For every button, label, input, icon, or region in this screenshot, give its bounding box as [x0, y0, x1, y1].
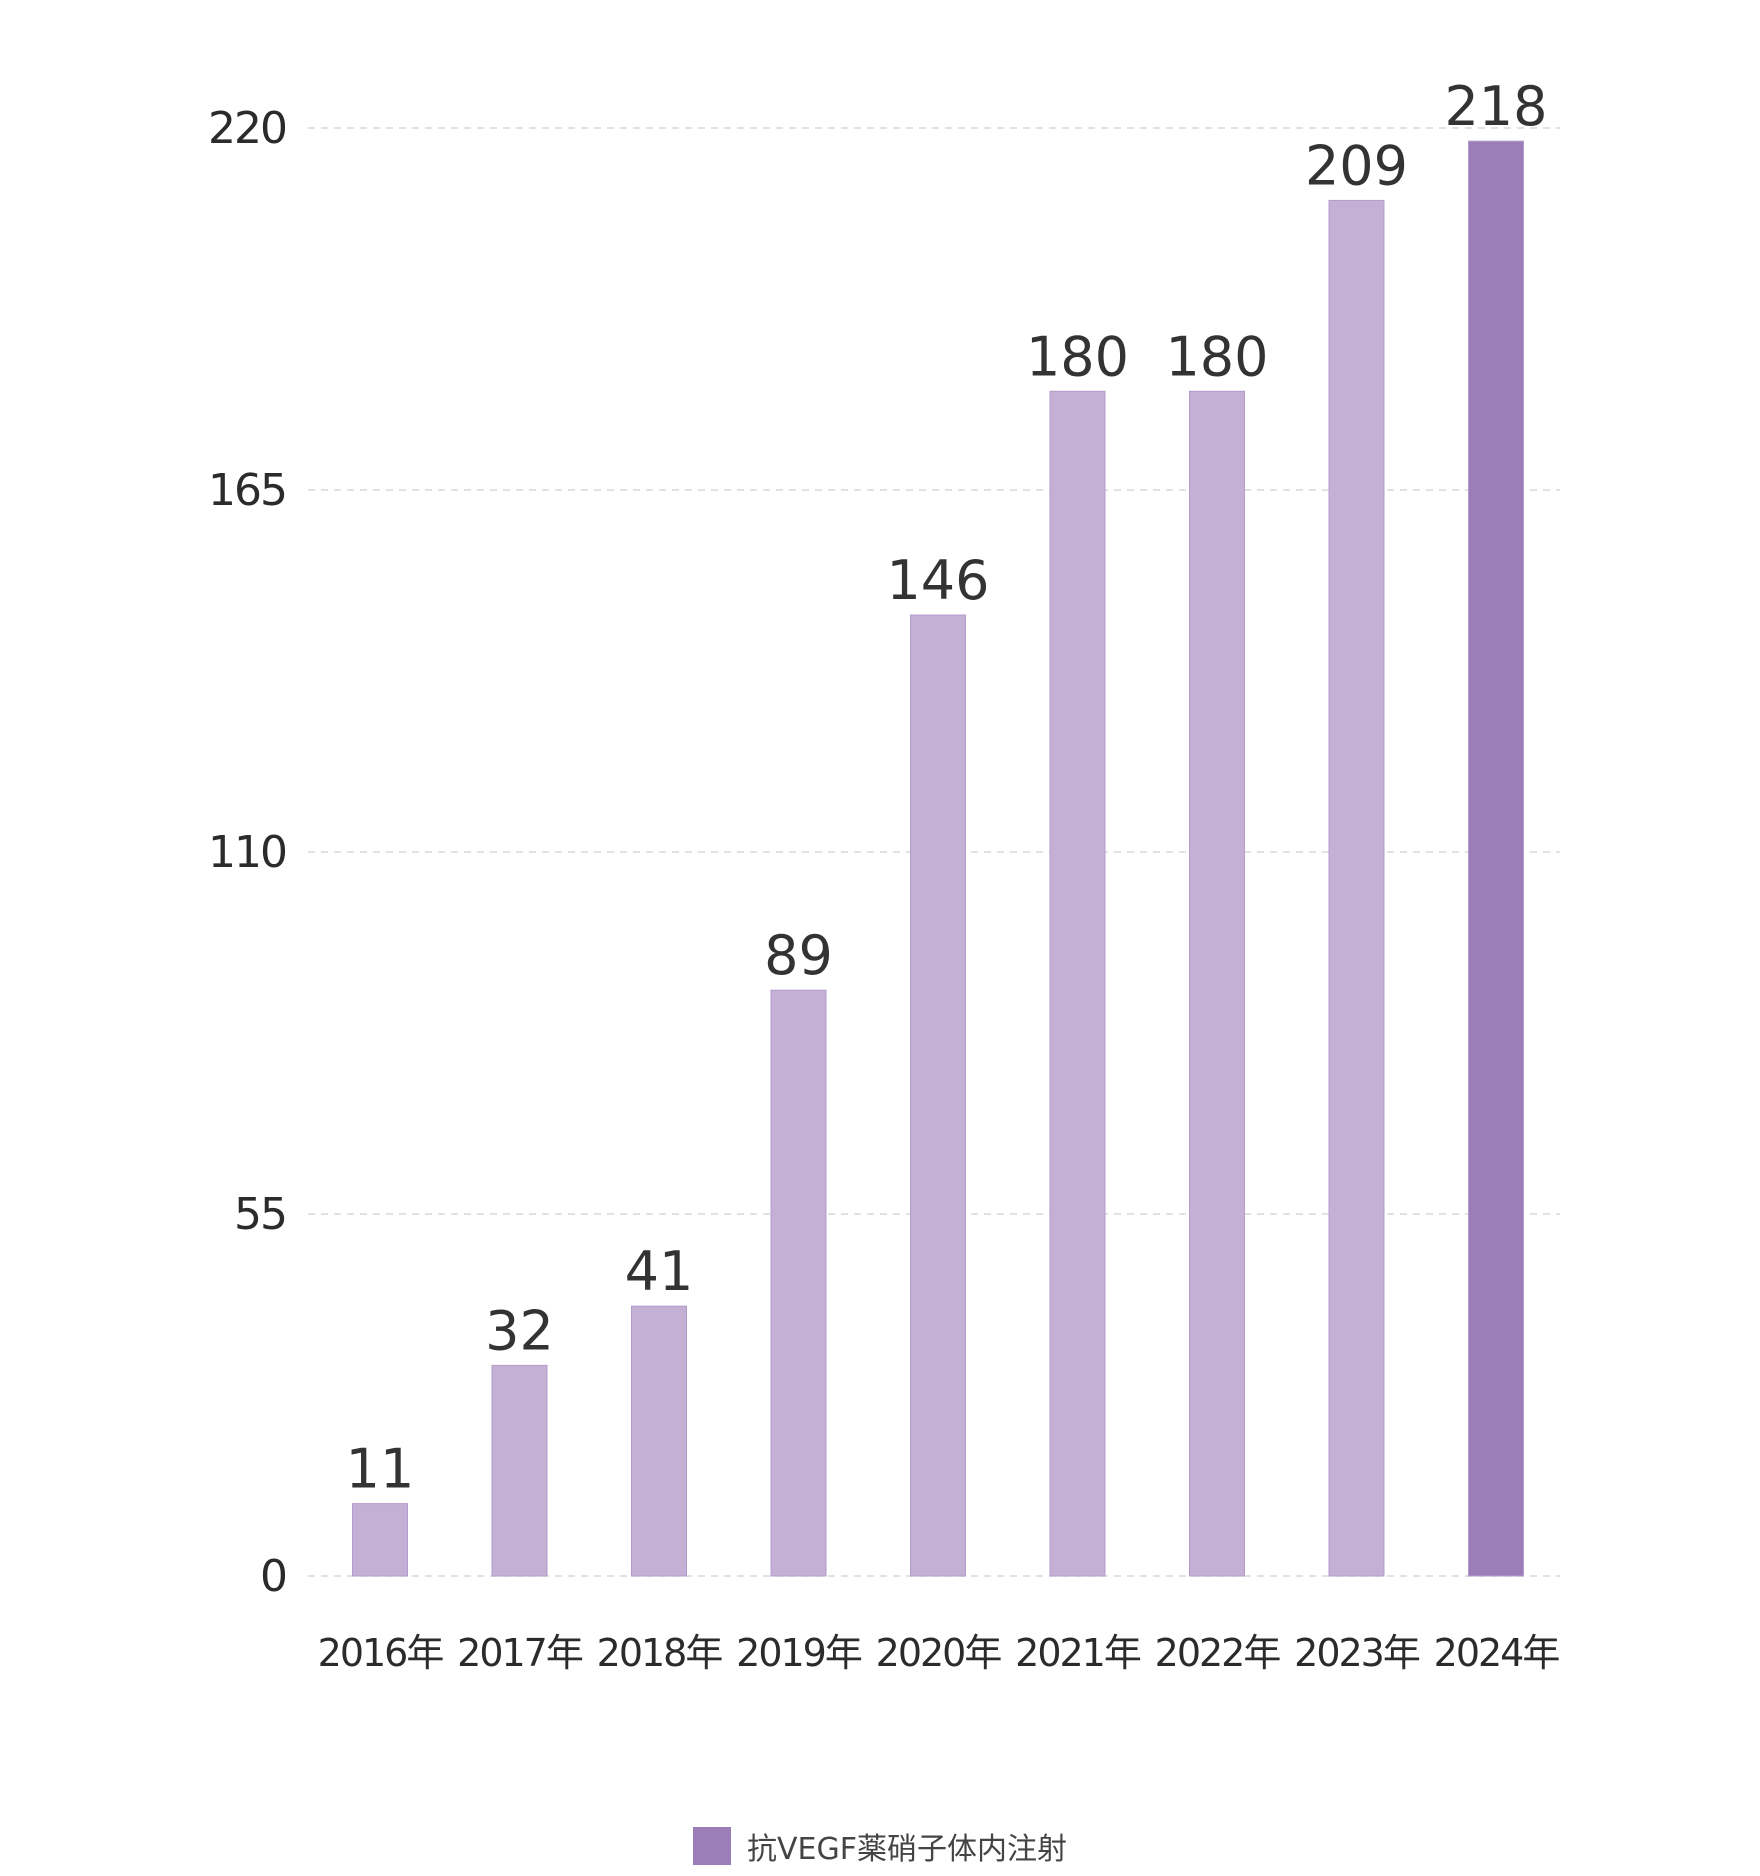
x-tick-label: 2022年 — [1155, 1631, 1281, 1675]
x-tick-label: 2023年 — [1294, 1631, 1420, 1675]
y-tick-label: 55 — [234, 1189, 286, 1240]
x-tick-label: 2021年 — [1015, 1631, 1141, 1675]
bar — [770, 989, 827, 1577]
data-label: 11 — [346, 1438, 415, 1501]
data-label: 32 — [485, 1299, 554, 1362]
x-tick-label: 2016年 — [318, 1631, 444, 1675]
y-tick-label: 220 — [208, 103, 286, 154]
bar — [352, 1503, 408, 1577]
x-tick-label: 2020年 — [876, 1631, 1002, 1675]
bar — [910, 614, 966, 1577]
y-tick-label: 110 — [208, 827, 286, 878]
bar-chart: 0 55 110 165 220 11 2016年 32 2017年 41 2018年 89 2019年… — [208, 75, 1561, 1675]
data-label: 89 — [764, 924, 833, 987]
x-tick-label: 2018年 — [597, 1631, 723, 1675]
data-label: 41 — [625, 1240, 694, 1303]
y-tick-label: 0 — [260, 1551, 286, 1602]
x-tick-label: 2017年 — [457, 1631, 583, 1675]
legend-label: 抗VEGF薬硝子体内注射 — [747, 1832, 1067, 1867]
data-label: 218 — [1444, 75, 1547, 138]
data-label: 146 — [886, 549, 989, 612]
y-tick-label: 165 — [208, 465, 286, 516]
data-label: 209 — [1305, 134, 1408, 197]
bar — [1468, 140, 1524, 1577]
bar — [1189, 390, 1245, 1577]
legend: 抗VEGF薬硝子体内注射 — [0, 1816, 1760, 1876]
data-label: 180 — [1165, 325, 1268, 388]
bar — [631, 1305, 687, 1577]
bar — [1328, 199, 1385, 1577]
legend-swatch — [693, 1827, 731, 1865]
x-tick-label: 2019年 — [736, 1631, 862, 1675]
x-tick-label: 2024年 — [1434, 1631, 1560, 1675]
bar — [1049, 390, 1106, 1577]
data-label: 180 — [1026, 325, 1129, 388]
bar — [491, 1364, 548, 1577]
